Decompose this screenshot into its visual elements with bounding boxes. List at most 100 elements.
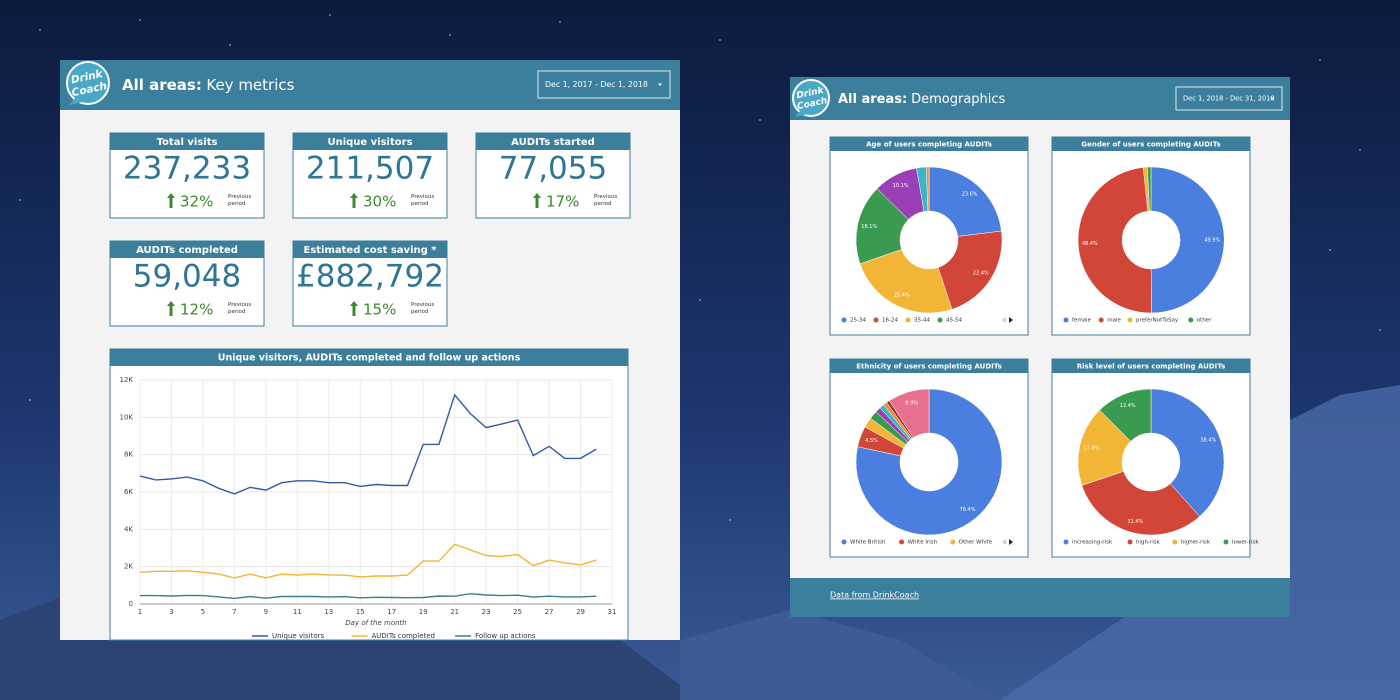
kpi-header <box>293 133 447 150</box>
kpi-header <box>110 241 264 258</box>
y-tick-label: 6K <box>124 488 133 496</box>
legend-pager-next[interactable] <box>1009 539 1013 545</box>
legend-dot <box>1127 317 1133 323</box>
star <box>29 399 31 401</box>
slice <box>859 249 953 314</box>
legend-label: 25-34 <box>850 318 866 324</box>
kpi-note: Previous period <box>594 194 618 207</box>
slice <box>928 166 1002 237</box>
legend-label: female <box>1072 318 1092 324</box>
slice-label: 76.4% <box>960 507 976 513</box>
kpi-header <box>293 241 447 258</box>
slice <box>937 230 1003 310</box>
panel-footer <box>790 578 1290 617</box>
x-tick-label: 29 <box>576 608 585 616</box>
kpi-note-box: Previous period <box>411 194 434 207</box>
series-line <box>139 543 597 579</box>
legend-pager-next[interactable] <box>1009 317 1013 323</box>
star <box>559 21 561 23</box>
legend-label: White Irish <box>908 540 938 546</box>
legend-label: male <box>1107 318 1121 324</box>
kpi-arrow <box>350 301 358 316</box>
star <box>229 44 231 46</box>
chart-header <box>830 359 1028 373</box>
kpi-change: 17% <box>546 193 579 211</box>
date-range: Dec 1, 2018 - Dec 31, 2018 <box>1183 95 1275 103</box>
logo-tail <box>794 110 808 117</box>
slice-label: 8.9% <box>905 401 918 407</box>
star <box>39 29 41 31</box>
x-tick-label: 25 <box>513 608 522 616</box>
x-tick-label: 23 <box>482 608 491 616</box>
kpi-value: 237,233 <box>123 151 251 187</box>
kpi-note: Previous period <box>411 302 435 315</box>
logo <box>792 79 830 117</box>
chart-header <box>1052 359 1250 373</box>
slice-label: 22.4% <box>973 270 989 276</box>
kpi-arrow <box>167 193 175 208</box>
logo <box>66 61 110 105</box>
chart-header <box>1052 137 1250 151</box>
star <box>19 199 21 201</box>
chart-header <box>110 349 628 366</box>
legend-dot <box>899 539 905 545</box>
logo-tail <box>69 97 84 106</box>
legend-dot <box>905 317 911 323</box>
kpi-header <box>110 133 264 150</box>
date-range-picker[interactable] <box>1175 86 1283 111</box>
legend-label: 16-24 <box>882 318 898 324</box>
dunes <box>1000 385 1400 700</box>
kpi-header <box>476 133 630 150</box>
slice-label: 4.5% <box>865 438 878 444</box>
x-tick-label: 3 <box>169 608 173 616</box>
chart-title: Unique visitors, AUDITs completed and fo… <box>218 353 521 364</box>
slice <box>1077 167 1152 314</box>
legend-label: White British <box>850 540 886 546</box>
x-tick-label: 11 <box>293 608 302 616</box>
chart-title: Ethnicity of users completing AUDITs <box>856 363 1002 371</box>
slice-label: 48.4% <box>1082 241 1098 247</box>
legend-dot <box>1063 539 1069 545</box>
kpi-change: 32% <box>180 193 213 211</box>
kpi-note-box: Previous period <box>228 302 252 315</box>
slice <box>1099 388 1152 442</box>
slice-label: 49.9% <box>1204 237 1220 243</box>
dropdown-caret <box>1270 97 1274 100</box>
legend-label: other <box>1197 318 1212 324</box>
legend-label: 35-44 <box>914 318 930 324</box>
legend-label: Unique visitors <box>272 632 325 640</box>
y-tick-label: 0 <box>129 600 133 608</box>
star <box>1329 249 1331 251</box>
kpi-change: 15% <box>363 301 396 319</box>
series-line <box>139 393 597 495</box>
star <box>1379 329 1381 331</box>
slice-label: 31.4% <box>1127 519 1143 525</box>
legend-label: 45-54 <box>946 318 962 324</box>
dunes <box>680 610 1000 700</box>
star <box>729 519 731 521</box>
kpi-note: Previous period <box>228 302 252 315</box>
y-tick-label: 2K <box>124 563 133 571</box>
kpi-title: Estimated cost saving * <box>303 245 437 256</box>
x-tick-label: 15 <box>356 608 365 616</box>
date-range-picker[interactable] <box>537 70 671 99</box>
slice <box>1147 166 1152 212</box>
panel-title: All areas: Demographics <box>838 92 1006 107</box>
footer-link[interactable]: Data from DrinkCoach <box>830 591 919 600</box>
legend-label: increasing-risk <box>1072 540 1113 546</box>
star <box>1359 149 1361 151</box>
kpi-value: 77,055 <box>499 151 607 187</box>
slice-label: 10.1% <box>893 183 909 189</box>
slice <box>889 388 930 438</box>
x-tick-label: 5 <box>201 608 205 616</box>
legend-label: higher-risk <box>1181 540 1211 546</box>
legend-dot <box>937 317 943 323</box>
kpi-note-box: Previous period <box>411 302 435 315</box>
star <box>759 119 761 121</box>
legend-label: high-risk <box>1136 540 1161 546</box>
kpi-title: Total visits <box>157 137 218 148</box>
legend-dot <box>1223 539 1229 545</box>
x-tick-label: 27 <box>545 608 554 616</box>
chart-title: Gender of users completing AUDITs <box>1081 141 1220 149</box>
